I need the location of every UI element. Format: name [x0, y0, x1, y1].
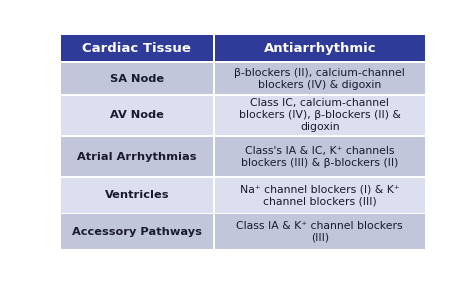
Text: Atrial Arrhythmias: Atrial Arrhythmias — [77, 151, 197, 162]
Bar — [215, 35, 425, 61]
Bar — [215, 63, 425, 94]
Bar — [61, 96, 213, 135]
Text: β-blockers (II), calcium-channel
blockers (IV) & digoxin: β-blockers (II), calcium-channel blocker… — [235, 67, 405, 89]
Bar — [215, 137, 425, 176]
Bar — [215, 178, 425, 213]
Text: Accessory Pathways: Accessory Pathways — [72, 227, 202, 237]
Text: Cardiac Tissue: Cardiac Tissue — [82, 42, 191, 55]
Text: SA Node: SA Node — [110, 74, 164, 83]
Bar — [61, 35, 213, 61]
Text: Na⁺ channel blockers (I) & K⁺
channel blockers (III): Na⁺ channel blockers (I) & K⁺ channel bl… — [240, 184, 400, 206]
Text: Class IC, calcium-channel
blockers (IV), β-blockers (II) &
digoxin: Class IC, calcium-channel blockers (IV),… — [239, 98, 401, 133]
Bar — [215, 214, 425, 250]
Bar — [61, 214, 213, 250]
Text: Antiarrhythmic: Antiarrhythmic — [264, 42, 376, 55]
Bar — [61, 63, 213, 94]
Text: AV Node: AV Node — [110, 111, 164, 120]
Text: Class IA & K⁺ channel blockers
(III): Class IA & K⁺ channel blockers (III) — [237, 221, 403, 243]
Text: Class's IA & IC, K⁺ channels
blockers (III) & β-blockers (II): Class's IA & IC, K⁺ channels blockers (I… — [241, 146, 399, 168]
Text: Ventricles: Ventricles — [105, 190, 169, 200]
Bar — [61, 178, 213, 213]
Bar — [215, 96, 425, 135]
Bar — [61, 137, 213, 176]
